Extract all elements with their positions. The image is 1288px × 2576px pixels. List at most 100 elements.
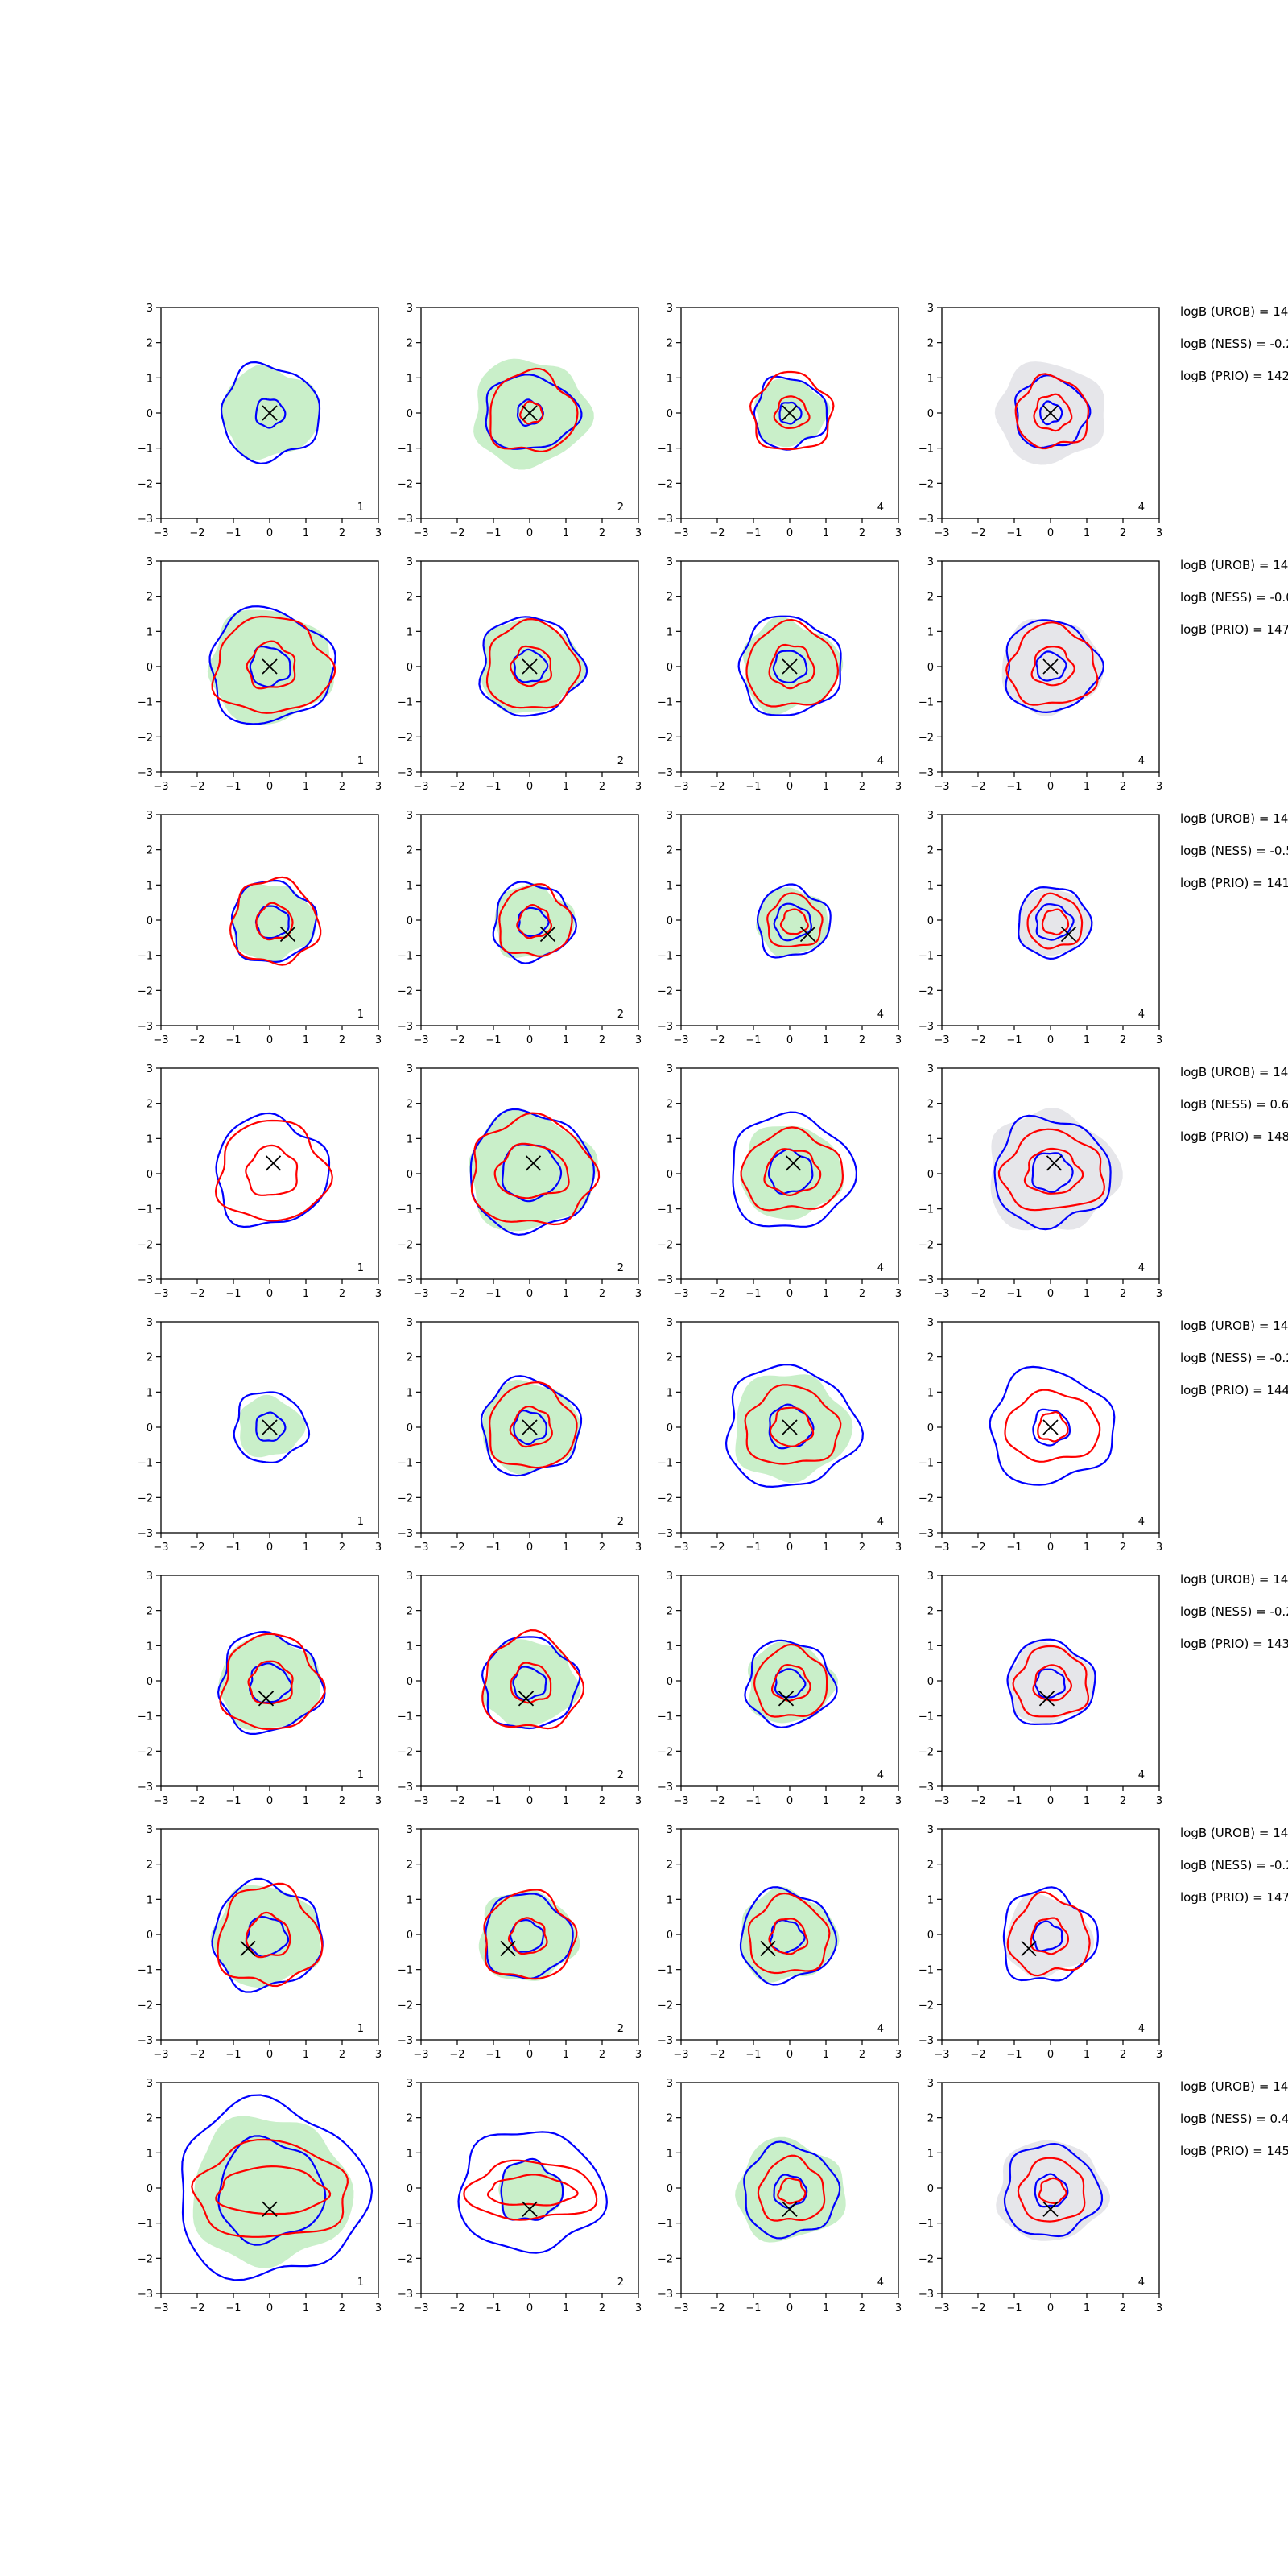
y-tick-label: 2 <box>147 338 153 350</box>
x-tick-label: 1 <box>1084 781 1090 793</box>
y-tick-label: 0 <box>407 915 413 927</box>
panel-corner-label: 2 <box>617 1516 624 1528</box>
x-tick-label: 3 <box>635 2302 642 2314</box>
logb-annotation: logB (UROB) = 143 <box>1180 1572 1288 1587</box>
x-tick-label: −2 <box>189 2302 204 2314</box>
y-tick-label: −2 <box>398 1746 413 1758</box>
x-tick-label: 3 <box>375 1034 382 1046</box>
x-tick-label: −1 <box>225 1034 241 1046</box>
density-fill <box>210 1885 322 1988</box>
x-tick-label: 0 <box>266 2302 273 2314</box>
x-tick-label: −2 <box>709 1795 724 1807</box>
y-tick-label: −1 <box>138 1204 153 1216</box>
y-tick-label: 1 <box>407 880 413 892</box>
red-contour <box>757 2154 826 2222</box>
y-tick-label: −3 <box>919 767 934 779</box>
y-tick-label: 3 <box>927 303 934 315</box>
y-tick-label: −3 <box>658 1274 673 1286</box>
red-contour <box>768 1918 809 1955</box>
y-tick-label: 1 <box>407 1641 413 1653</box>
x-tick-label: −3 <box>673 527 688 539</box>
y-tick-label: 2 <box>147 845 153 857</box>
x-tick-label: 3 <box>635 527 642 539</box>
blue-contour <box>756 883 832 959</box>
red-contour <box>744 1384 842 1465</box>
panel-corner-label: 4 <box>1138 2277 1145 2289</box>
panel-corner-label: 1 <box>357 1262 364 1274</box>
x-tick-label: 3 <box>1156 1034 1162 1046</box>
blue-contour <box>1039 400 1063 426</box>
y-tick-label: 3 <box>927 810 934 822</box>
x-tick-label: −1 <box>1006 2302 1022 2314</box>
x-tick-label: −3 <box>413 781 428 793</box>
density-fill <box>1004 1893 1095 1979</box>
red-contour <box>997 1128 1106 1212</box>
x-tick-label: −2 <box>449 1288 464 1300</box>
y-tick-label: 2 <box>407 1606 413 1618</box>
y-tick-label: 2 <box>667 845 673 857</box>
panel-corner-label: 2 <box>617 2277 624 2289</box>
truth-marker <box>265 1155 282 1171</box>
x-tick-label: 3 <box>635 1288 642 1300</box>
logb-annotation: logB (NESS) = -0.2 <box>1180 336 1288 351</box>
blue-contour <box>217 1630 326 1735</box>
blue-contour <box>739 1886 838 1986</box>
y-tick-label: 3 <box>407 1317 413 1329</box>
blue-contour <box>774 1668 807 1699</box>
x-tick-label: −1 <box>745 1034 761 1046</box>
x-tick-label: 3 <box>635 1034 642 1046</box>
red-contour <box>766 892 824 948</box>
y-tick-label: 2 <box>147 1099 153 1111</box>
y-tick-label: 1 <box>147 1387 153 1399</box>
red-contour <box>1041 908 1070 936</box>
y-tick-label: 1 <box>407 1133 413 1146</box>
panel-r1-c4: −3 −2 −1 0 1 2 3 −3 −2 −1 0 1 2 3 4 <box>919 303 1162 539</box>
y-tick-label: 0 <box>667 915 673 927</box>
x-tick-label: −3 <box>934 527 949 539</box>
panel-r8-c1: −3 −2 −1 0 1 2 3 −3 −2 −1 0 1 2 3 1 <box>138 2078 382 2314</box>
logb-annotation: logB (NESS) = -0.2 <box>1180 1351 1288 1365</box>
blue-contour <box>769 1919 806 1955</box>
panel-corner-label: 4 <box>1138 2023 1145 2035</box>
x-tick-label: 2 <box>599 1542 605 1554</box>
y-tick-label: −2 <box>658 478 673 490</box>
y-tick-label: −1 <box>398 697 413 709</box>
y-tick-label: −2 <box>138 478 153 490</box>
y-tick-label: 3 <box>407 2078 413 2090</box>
x-tick-label: 1 <box>563 1795 569 1807</box>
y-tick-label: −2 <box>138 1746 153 1758</box>
x-tick-label: −2 <box>970 2302 985 2314</box>
x-tick-label: −3 <box>413 1034 428 1046</box>
density-fill <box>754 378 831 448</box>
red-contour <box>768 643 815 690</box>
panel-corner-label: 4 <box>877 1516 884 1528</box>
red-contour <box>1030 1917 1069 1955</box>
x-tick-label: 1 <box>563 1288 569 1300</box>
y-tick-label: 2 <box>667 592 673 604</box>
panel-corner-label: 4 <box>1138 1009 1145 1021</box>
y-tick-label: 0 <box>147 1422 153 1435</box>
y-tick-label: −1 <box>919 1965 934 1977</box>
y-tick-label: 3 <box>927 556 934 568</box>
logb-annotation: logB (PRIO) = 1489 <box>1180 1129 1288 1144</box>
x-tick-label: −1 <box>225 2302 241 2314</box>
y-tick-label: 1 <box>667 626 673 638</box>
x-tick-label: 0 <box>266 1795 273 1807</box>
red-contour <box>489 1381 578 1469</box>
density-fill <box>233 884 316 963</box>
blue-contour <box>1018 886 1093 960</box>
red-contour <box>247 1660 294 1705</box>
y-tick-label: 0 <box>927 2183 934 2195</box>
x-tick-label: 1 <box>823 1795 829 1807</box>
x-tick-label: −3 <box>153 1288 168 1300</box>
density-fill <box>481 617 587 713</box>
y-tick-label: 3 <box>147 810 153 822</box>
logb-annotation: logB (NESS) = 0.66 <box>1180 1097 1288 1112</box>
y-tick-label: −1 <box>138 444 153 456</box>
y-tick-label: −1 <box>398 1458 413 1470</box>
y-tick-label: −2 <box>398 985 413 997</box>
y-tick-label: −1 <box>919 697 934 709</box>
panel-r7-c2: −3 −2 −1 0 1 2 3 −3 −2 −1 0 1 2 3 2 <box>398 1824 642 2061</box>
y-tick-label: 2 <box>927 1606 934 1618</box>
x-tick-label: −2 <box>189 1034 204 1046</box>
